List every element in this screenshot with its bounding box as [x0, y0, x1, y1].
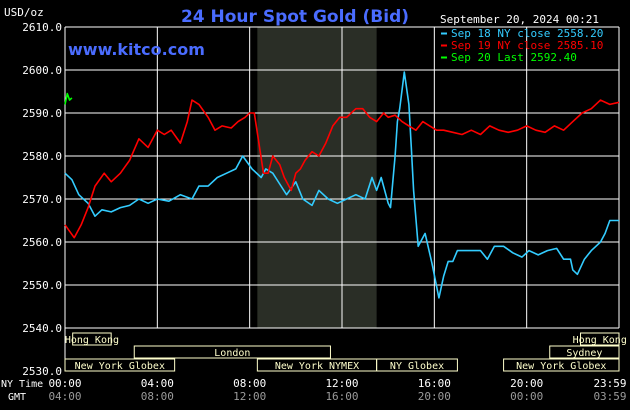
- market-box: New York Globex: [503, 358, 620, 372]
- market-box-frame: [64, 358, 176, 372]
- market-box: NY Globex: [376, 358, 458, 372]
- ny-time-tick: 04:00: [141, 377, 174, 390]
- ny-time-tick: 08:00: [233, 377, 266, 390]
- gmt-time-tick: 12:00: [233, 390, 266, 403]
- market-box: Hong Kong: [573, 332, 627, 346]
- market-session-boxes: Hong Kong Hong Kong London Sydney New York G…: [64, 332, 627, 372]
- gmt-time-tick: 20:00: [418, 390, 451, 403]
- y-tick-label: 2580.0: [22, 150, 62, 163]
- gridlines: [64, 26, 620, 371]
- gmt-time-tick: 16:00: [325, 390, 358, 403]
- y-tick-label: 2530.0: [22, 365, 62, 378]
- gmt-time-tick: 04:00: [48, 390, 81, 403]
- market-box-frame: [503, 358, 620, 372]
- ny-time-tick: 16:00: [418, 377, 451, 390]
- market-box-frame: [72, 332, 112, 346]
- market-box-label: New York NYMEX: [275, 361, 359, 372]
- market-box-frame: [549, 345, 620, 359]
- legend-label: Sep 20 Last 2592.40: [451, 51, 577, 64]
- y-tick-label: 2570.0: [22, 193, 62, 206]
- y-tick-label: 2550.0: [22, 279, 62, 292]
- gmt-time-tick: 08:00: [141, 390, 174, 403]
- y-tick-labels: 2530.0 2540.0 2550.0 2560.0 2570.0 2580.0 2590…: [22, 21, 62, 378]
- market-box: London: [133, 345, 331, 359]
- y-tick-label: 2610.0: [22, 21, 62, 34]
- market-box-label: Hong Kong: [573, 335, 627, 346]
- website-label: www.kitco.com: [68, 40, 205, 59]
- market-box: New York NYMEX: [256, 358, 378, 372]
- series-line-3: [64, 92, 73, 105]
- y-tick-label: 2600.0: [22, 64, 62, 77]
- market-box-frame: [580, 332, 620, 346]
- x-tick-labels: 00:0004:0004:0008:0008:0012:0012:0016:00…: [48, 377, 626, 403]
- market-box-label: New York Globex: [75, 361, 165, 372]
- legend-label: Sep 18 NY close 2558.20: [451, 27, 603, 40]
- y-tick-label: 2540.0: [22, 322, 62, 335]
- y-tick-label: 2560.0: [22, 236, 62, 249]
- market-box-label: Hong Kong: [65, 335, 119, 346]
- market-box-frame: [133, 345, 331, 359]
- market-box-frame: [376, 358, 458, 372]
- market-box-label: London: [214, 348, 250, 359]
- ny-time-label: NY Time: [1, 379, 43, 390]
- ny-time-tick: 20:00: [510, 377, 543, 390]
- ny-time-tick: 00:00: [48, 377, 81, 390]
- date-label: September 20, 2024 00:21: [440, 13, 599, 26]
- gmt-label: GMT: [8, 392, 26, 403]
- market-box: Hong Kong: [65, 332, 119, 346]
- gmt-time-tick: 03:59: [593, 390, 626, 403]
- series-group: [64, 71, 620, 299]
- market-box-label: NY Globex: [390, 361, 444, 372]
- market-box-label: New York Globex: [516, 361, 606, 372]
- legend-label: Sep 19 NY close 2585.10: [451, 39, 603, 52]
- gmt-time-tick: 00:00: [510, 390, 543, 403]
- series-line-1: [64, 71, 619, 299]
- series-line-2: [64, 99, 620, 239]
- chart-title: 24 Hour Spot Gold (Bid): [181, 7, 409, 27]
- unit-label: USD/oz: [4, 6, 44, 19]
- y-tick-label: 2590.0: [22, 107, 62, 120]
- market-box: New York Globex: [64, 358, 176, 372]
- nymex-session-highlight: [257, 27, 377, 328]
- ny-time-tick: 23:59: [593, 377, 626, 390]
- ny-time-tick: 12:00: [325, 377, 358, 390]
- market-box-label: Sydney: [566, 348, 602, 359]
- market-box: Sydney: [549, 345, 620, 359]
